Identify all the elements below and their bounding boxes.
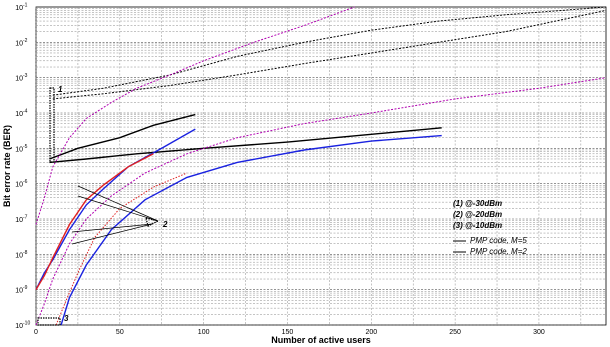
power-annotations: (1) @-30dBm (2) @-20dBm (3) @-10dBm bbox=[453, 199, 502, 230]
annotation-2: (2) @-20dBm bbox=[453, 210, 502, 219]
x-tick-label: 100 bbox=[198, 329, 210, 336]
series-line-magenta-dotted-5 bbox=[35, 6, 355, 225]
group-2-arrowhead bbox=[145, 217, 160, 227]
legend-label-m2: PMP code, M=2 bbox=[470, 247, 527, 256]
y-tick-label: 10 bbox=[15, 146, 23, 153]
annotation-1: (1) @-30dBm bbox=[453, 199, 502, 208]
y-axis-title: Bit error rate (BER) bbox=[2, 125, 12, 207]
group-1-box bbox=[49, 87, 55, 163]
series-line-blue-solid-9 bbox=[60, 134, 442, 326]
y-tick-exponent: -6 bbox=[23, 179, 28, 185]
series-line-black-dotted-2 bbox=[52, 9, 607, 100]
y-tick-label: 10 bbox=[15, 323, 23, 330]
y-tick-label: 10 bbox=[15, 182, 23, 189]
series-line-black-dotted-1 bbox=[52, 6, 607, 96]
grid bbox=[35, 7, 606, 326]
x-tick-label: 50 bbox=[116, 329, 124, 336]
y-tick-label: 10 bbox=[15, 252, 23, 259]
group-2-pointer bbox=[77, 195, 159, 222]
y-tick-exponent: -10 bbox=[23, 321, 30, 327]
group-2-pointer bbox=[71, 223, 153, 245]
series-line-magenta-dotted-6 bbox=[35, 77, 607, 326]
y-tick-label: 10 bbox=[15, 5, 23, 12]
plot-area bbox=[35, 6, 607, 326]
group-2-pointer bbox=[71, 223, 153, 233]
series-line-red-solid-8 bbox=[35, 153, 154, 291]
y-tick-exponent: -8 bbox=[23, 250, 28, 256]
x-tick-label: 0 bbox=[34, 329, 38, 336]
y-tick-label: 10 bbox=[15, 217, 23, 224]
group-2-label: 2 bbox=[162, 220, 168, 229]
x-tick-label: 150 bbox=[282, 329, 294, 336]
y-tick-exponent: -2 bbox=[23, 38, 28, 44]
group-2-pointer bbox=[77, 185, 159, 222]
y-tick-label: 10 bbox=[15, 76, 23, 83]
y-tick-label: 10 bbox=[15, 288, 23, 295]
group-3-label: 3 bbox=[64, 314, 69, 323]
legend: PMP code, M=5 PMP code, M=2 bbox=[453, 236, 527, 256]
annotation-3: (3) @-10dBm bbox=[453, 221, 502, 230]
y-tick-exponent: -1 bbox=[23, 3, 28, 9]
series-line-black-solid-4 bbox=[49, 113, 196, 160]
group-markers: 1 2 3 bbox=[37, 85, 168, 326]
x-tick-label: 200 bbox=[365, 329, 377, 336]
y-tick-exponent: -5 bbox=[23, 144, 28, 150]
x-tick-label: 300 bbox=[533, 329, 545, 336]
y-tick-exponent: -3 bbox=[23, 73, 28, 79]
x-tick-label: 250 bbox=[449, 329, 461, 336]
y-tick-exponent: -4 bbox=[23, 109, 28, 115]
group-1-label: 1 bbox=[58, 85, 63, 94]
y-tick-label: 10 bbox=[15, 40, 23, 47]
series-layer bbox=[35, 6, 607, 326]
y-tick-label: 10 bbox=[15, 111, 23, 118]
y-tick-exponent: -7 bbox=[23, 215, 28, 221]
y-tick-exponent: -9 bbox=[23, 285, 28, 291]
legend-label-m5: PMP code, M=5 bbox=[470, 236, 527, 245]
x-axis-title: Number of active users bbox=[271, 335, 371, 345]
group-3-box bbox=[37, 317, 61, 326]
axis-ticks: 0 50 100 150 200 250 30010-110-210-310-410-510… bbox=[15, 3, 545, 337]
